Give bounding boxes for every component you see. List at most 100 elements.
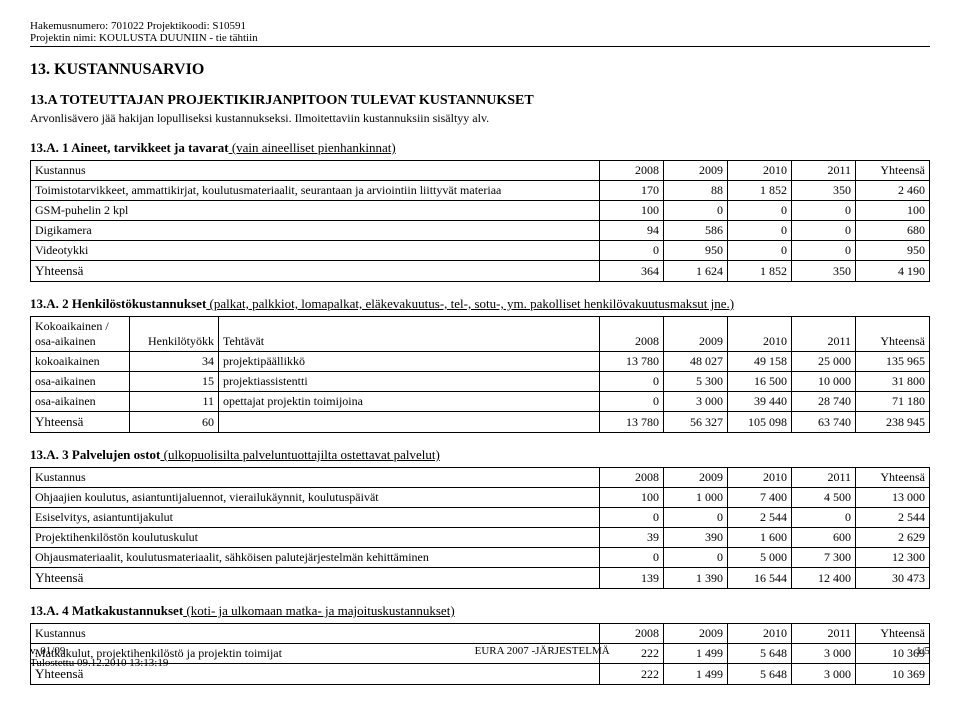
row-label: Videotykki	[31, 241, 600, 261]
a4-head-rest: (koti- ja ulkomaan matka- ja majoituskus…	[183, 603, 455, 618]
row-value: 100	[856, 201, 930, 221]
a1-table: Kustannus 2008 2009 2010 2011 Yhteensä T…	[30, 160, 930, 282]
a2-col-2009: 2009	[664, 317, 728, 352]
row-cell: kokoaikainen	[31, 352, 130, 372]
a1-total-0: 364	[600, 261, 664, 282]
row-value: 600	[792, 528, 856, 548]
row-value: 39	[600, 528, 664, 548]
row-cell: projektiassistentti	[219, 372, 600, 392]
row-label: Ohjaajien koulutus, asiantuntijaluennot,…	[31, 488, 600, 508]
a2-total-c2: 60	[130, 412, 219, 433]
a3-total-0: 139	[600, 568, 664, 589]
row-label: Toimistotarvikkeet, ammattikirjat, koulu…	[31, 181, 600, 201]
a2-head-rest: (palkat, palkkiot, lomapalkat, eläkevaku…	[206, 296, 734, 311]
a4-header-row: Kustannus 2008 2009 2010 2011 Yhteensä	[31, 624, 930, 644]
a3-head-bold: 13.A. 3 Palvelujen ostot	[30, 447, 160, 462]
a3-total-label: Yhteensä	[31, 568, 600, 589]
row-value: 950	[664, 241, 728, 261]
row-value: 0	[792, 241, 856, 261]
a3-col-2011: 2011	[792, 468, 856, 488]
row-value: 0	[600, 392, 664, 412]
a3-col-2010: 2010	[728, 468, 792, 488]
col-koko: Kokoaikainen / osa-aikainen	[31, 317, 130, 352]
col-2010: 2010	[728, 161, 792, 181]
row-value: 350	[792, 181, 856, 201]
a2-col-2010: 2010	[728, 317, 792, 352]
table-row: GSM-puhelin 2 kpl100000100	[31, 201, 930, 221]
a3-col-yht: Yhteensä	[856, 468, 930, 488]
row-value: 2 460	[856, 181, 930, 201]
a1-header-row: Kustannus 2008 2009 2010 2011 Yhteensä	[31, 161, 930, 181]
table-row: Ohjausmateriaalit, koulutusmateriaalit, …	[31, 548, 930, 568]
row-value: 0	[728, 201, 792, 221]
row-value: 0	[600, 548, 664, 568]
row-value: 0	[664, 201, 728, 221]
row-value: 12 300	[856, 548, 930, 568]
col-2008: 2008	[600, 161, 664, 181]
row-value: 88	[664, 181, 728, 201]
a3-total-3: 12 400	[792, 568, 856, 589]
a1-total-3: 350	[792, 261, 856, 282]
row-cell: osa-aikainen	[31, 392, 130, 412]
doc-meta: Hakemusnumero: 701022 Projektikoodi: S10…	[30, 20, 930, 47]
row-value: 13 780	[600, 352, 664, 372]
row-value: 1 000	[664, 488, 728, 508]
col-yhteensa: Yhteensä	[856, 161, 930, 181]
table-row: Esiselvitys, asiantuntijakulut002 54402 …	[31, 508, 930, 528]
row-value: 13 000	[856, 488, 930, 508]
a4-col-2011: 2011	[792, 624, 856, 644]
row-value: 0	[664, 548, 728, 568]
a3-head-rest: (ulkopuolisilta palveluntuottajilta oste…	[160, 447, 439, 462]
row-value: 4 500	[792, 488, 856, 508]
a3-total-4: 30 473	[856, 568, 930, 589]
footer-version: v. 01/09	[30, 645, 168, 657]
a4-col-kust: Kustannus	[31, 624, 600, 644]
table-row: Toimistotarvikkeet, ammattikirjat, koulu…	[31, 181, 930, 201]
main-title: 13. KUSTANNUSARVIO	[30, 61, 930, 79]
row-value: 48 027	[664, 352, 728, 372]
a3-heading: 13.A. 3 Palvelujen ostot (ulkopuolisilta…	[30, 447, 930, 463]
a3-total-2: 16 544	[728, 568, 792, 589]
a2-col-2011: 2011	[792, 317, 856, 352]
a3-col-2008: 2008	[600, 468, 664, 488]
section-a-note: Arvonlisävero jää hakijan lopulliseksi k…	[30, 111, 930, 126]
row-label: Digikamera	[31, 221, 600, 241]
row-value: 0	[664, 508, 728, 528]
row-value: 390	[664, 528, 728, 548]
row-cell: 34	[130, 352, 219, 372]
table-row: osa-aikainen15projektiassistentti05 3001…	[31, 372, 930, 392]
meta-line-2: Projektin nimi: KOULUSTA DUUNIIN - tie t…	[30, 32, 930, 44]
col-2011: 2011	[792, 161, 856, 181]
row-value: 1 852	[728, 181, 792, 201]
a2-heading: 13.A. 2 Henkilöstökustannukset (palkat, …	[30, 296, 930, 312]
a2-total-2: 105 098	[728, 412, 792, 433]
row-value: 94	[600, 221, 664, 241]
a2-header-row: Kokoaikainen / osa-aikainen Henkilötyökk…	[31, 317, 930, 352]
a1-heading: 13.A. 1 Aineet, tarvikkeet ja tavarat (v…	[30, 140, 930, 156]
a3-total-1: 1 390	[664, 568, 728, 589]
row-cell: 15	[130, 372, 219, 392]
a4-col-2008: 2008	[600, 624, 664, 644]
a2-total-0: 13 780	[600, 412, 664, 433]
row-value: 170	[600, 181, 664, 201]
table-row: kokoaikainen34projektipäällikkö13 78048 …	[31, 352, 930, 372]
a4-heading: 13.A. 4 Matkakustannukset (koti- ja ulko…	[30, 603, 930, 619]
col-kustannus: Kustannus	[31, 161, 600, 181]
row-value: 28 740	[792, 392, 856, 412]
a2-total-3: 63 740	[792, 412, 856, 433]
row-value: 49 158	[728, 352, 792, 372]
table-row: Digikamera9458600680	[31, 221, 930, 241]
footer-center: EURA 2007 -JÄRJESTELMÄ	[168, 645, 916, 669]
row-value: 0	[600, 372, 664, 392]
a1-total-4: 4 190	[856, 261, 930, 282]
row-value: 100	[600, 488, 664, 508]
a1-total-2: 1 852	[728, 261, 792, 282]
a1-total-1: 1 624	[664, 261, 728, 282]
a4-head-bold: 13.A. 4 Matkakustannukset	[30, 603, 183, 618]
row-value: 135 965	[856, 352, 930, 372]
a2-head-bold: 13.A. 2 Henkilöstökustannukset	[30, 296, 206, 311]
a3-col-2009: 2009	[664, 468, 728, 488]
page-footer: v. 01/09 Tulostettu 09.12.2010 13:13:19 …	[30, 645, 930, 669]
row-value: 2 629	[856, 528, 930, 548]
row-value: 10 000	[792, 372, 856, 392]
